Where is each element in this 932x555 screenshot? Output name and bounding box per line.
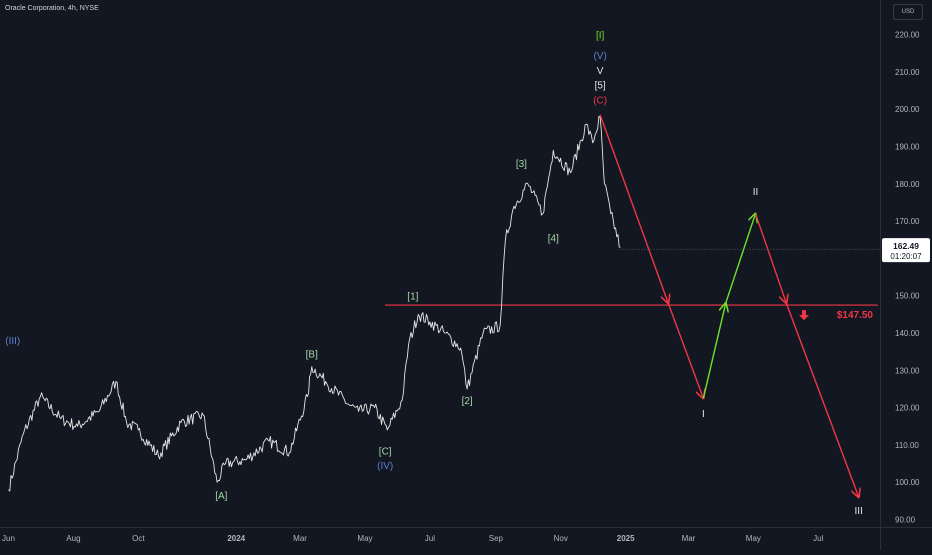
y-tick-label: 190.00 — [895, 143, 920, 152]
x-tick-label: Oct — [132, 534, 145, 543]
symbol-title: Oracle Corporation, 4h, NYSE — [5, 5, 99, 12]
x-tick-label: Jul — [425, 534, 435, 543]
projection-arrow-bullish[interactable] — [725, 214, 756, 304]
x-tick-label: Sep — [489, 534, 504, 543]
projection-arrow-bearish[interactable] — [667, 302, 703, 398]
wave-label: V — [597, 66, 604, 77]
y-tick-label: 180.00 — [895, 180, 920, 189]
support-level-label: $147.50 — [837, 310, 874, 321]
projection-arrow-bearish[interactable] — [599, 114, 668, 303]
wave-label: (IV) — [377, 461, 393, 472]
x-tick-label: May — [357, 534, 372, 543]
current-price-value: 162.49 — [893, 241, 919, 251]
y-tick-label: 130.00 — [895, 366, 920, 375]
wave-label: [C] — [379, 446, 392, 457]
price-axis-panel — [880, 0, 932, 550]
y-tick-label: 110.00 — [895, 441, 919, 450]
wave-label: [4] — [548, 234, 559, 245]
y-tick-label: 210.00 — [895, 68, 920, 77]
wave-label: II — [753, 187, 759, 198]
currency-button[interactable]: USD — [893, 4, 923, 20]
y-tick-label: 200.00 — [895, 105, 920, 114]
wave-label: [3] — [516, 159, 527, 170]
x-tick-label: Jun — [2, 534, 15, 543]
x-tick-label: 2025 — [617, 534, 635, 543]
y-tick-label: 170.00 — [895, 217, 920, 226]
down-arrow-icon — [799, 310, 809, 321]
wave-label: [1] — [407, 291, 418, 302]
wave-label: I — [702, 409, 705, 420]
y-tick-label: 90.00 — [895, 516, 916, 525]
y-tick-label: 140.00 — [895, 329, 920, 338]
y-tick-label: 120.00 — [895, 404, 920, 413]
wave-label: [B] — [306, 349, 318, 360]
x-tick-label: Mar — [293, 534, 307, 543]
x-tick-label: 2024 — [227, 534, 245, 543]
wave-label: (III) — [5, 336, 20, 347]
x-tick-label: Nov — [554, 534, 568, 543]
wave-label: [2] — [462, 396, 473, 407]
y-tick-label: 150.00 — [895, 292, 920, 301]
wave-label: [A] — [215, 491, 227, 502]
projection-arrow-bearish[interactable] — [785, 302, 858, 497]
x-tick-label: Jul — [813, 534, 823, 543]
y-tick-label: 100.00 — [895, 478, 920, 487]
wave-label: (C) — [593, 96, 607, 107]
bar-countdown: 01:20:07 — [890, 252, 922, 261]
wave-label: III — [855, 506, 863, 517]
wave-label: [I] — [596, 30, 605, 41]
projection-arrow-bearish[interactable] — [754, 213, 787, 304]
y-tick-label: 220.00 — [895, 31, 920, 40]
x-tick-label: May — [746, 534, 761, 543]
wave-label: [5] — [595, 81, 606, 92]
x-tick-label: Aug — [66, 534, 80, 543]
current-price-tag — [882, 238, 930, 263]
x-tick-label: Mar — [682, 534, 696, 543]
wave-label: (V) — [593, 51, 606, 62]
price-series-line[interactable] — [8, 116, 621, 492]
projection-arrow-bullish[interactable] — [702, 303, 725, 399]
